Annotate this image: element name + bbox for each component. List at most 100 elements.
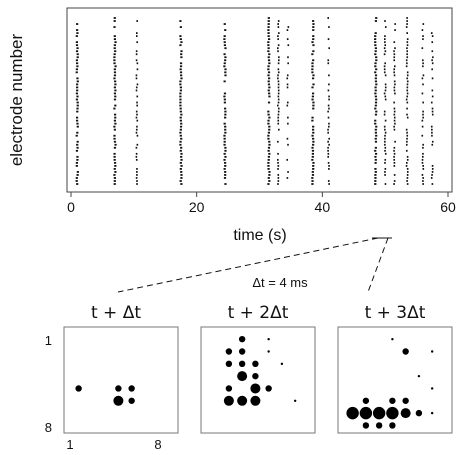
- raster-spike: [312, 74, 315, 77]
- raster-spike: [224, 68, 227, 71]
- raster-spike: [406, 131, 408, 134]
- raster-spike: [328, 168, 330, 170]
- raster-spike: [431, 50, 434, 53]
- raster-spike: [113, 56, 116, 59]
- raster-spike: [267, 29, 270, 31]
- raster-spike: [179, 35, 182, 38]
- raster-spike: [268, 174, 271, 176]
- raster-spike: [224, 149, 227, 152]
- raster-spike: [374, 128, 377, 131]
- raster-spike: [267, 122, 270, 125]
- raster-spike: [405, 59, 408, 62]
- raster-spike: [286, 77, 289, 80]
- raster-spike: [406, 183, 409, 185]
- raster-spike: [268, 77, 271, 80]
- raster-spike: [311, 53, 314, 56]
- raster-spike: [327, 146, 329, 149]
- raster-spike: [311, 68, 314, 71]
- raster-spike: [179, 143, 182, 146]
- raster-spike: [267, 80, 270, 83]
- raster-spike: [374, 71, 377, 74]
- electrode-activity-dot: [386, 406, 399, 420]
- raster-spike: [394, 140, 396, 143]
- raster-spike: [224, 74, 227, 77]
- raster-spike: [224, 164, 227, 167]
- raster-spike: [268, 152, 271, 155]
- raster-spike: [76, 65, 79, 68]
- raster-spike: [422, 183, 424, 185]
- raster-spike: [277, 140, 279, 143]
- raster-spike: [431, 134, 433, 137]
- electrode-activity-dot: [250, 383, 261, 394]
- raster-spike: [113, 62, 116, 65]
- raster-spike: [114, 80, 117, 83]
- raster-spike: [136, 68, 139, 71]
- raster-spike: [327, 128, 329, 131]
- raster-spike: [393, 53, 396, 56]
- raster-spike: [384, 137, 386, 140]
- raster-spike: [328, 143, 330, 146]
- electrode-activity-dot: [75, 385, 82, 392]
- raster-spike: [277, 26, 280, 28]
- raster-spike: [135, 35, 138, 38]
- raster-spike: [136, 171, 138, 173]
- raster-spike: [375, 68, 378, 71]
- raster-spike: [277, 80, 280, 83]
- raster-burst: [393, 23, 396, 185]
- raster-spike: [267, 44, 270, 47]
- raster-burst: [223, 23, 227, 185]
- raster-spike: [374, 50, 377, 53]
- raster-spike: [179, 131, 182, 134]
- raster-spike: [224, 110, 227, 113]
- raster-spike: [136, 125, 138, 128]
- raster-burst: [135, 20, 139, 185]
- raster-spike: [76, 104, 79, 107]
- electrode-activity-dot: [252, 360, 259, 368]
- raster-spike: [311, 134, 314, 137]
- raster-spike: [277, 98, 280, 101]
- raster-spike: [114, 113, 117, 116]
- raster-spike: [223, 41, 226, 44]
- raster-spike: [135, 77, 138, 80]
- raster-spike: [394, 29, 396, 31]
- raster-spike: [374, 131, 377, 134]
- raster-spike: [312, 83, 315, 86]
- raster-spike: [327, 89, 330, 92]
- raster-spike: [136, 20, 139, 22]
- raster-spike: [383, 53, 386, 56]
- raster-spike: [421, 125, 424, 128]
- raster-spike: [224, 146, 227, 149]
- raster-spike: [406, 23, 408, 25]
- raster-spike: [114, 89, 117, 92]
- raster-spike: [179, 128, 182, 131]
- raster-spike: [223, 152, 226, 155]
- raster-spike: [405, 143, 408, 146]
- electrode-activity-dot: [372, 406, 386, 420]
- electrode-activity-dot: [225, 360, 233, 368]
- raster-spike: [312, 101, 315, 104]
- raster-spike: [135, 89, 138, 92]
- electrode-activity-dot: [252, 372, 259, 380]
- raster-spike: [375, 83, 378, 86]
- raster-spike: [223, 137, 226, 140]
- raster-spike: [384, 158, 387, 161]
- raster-spike: [113, 152, 116, 155]
- raster-burst: [179, 20, 183, 185]
- raster-spike: [267, 155, 270, 158]
- raster-spike: [374, 41, 377, 44]
- zoom-callout: [117, 237, 392, 293]
- raster-spike: [406, 171, 409, 173]
- raster-spike: [312, 23, 315, 25]
- raster-spike: [75, 119, 79, 122]
- raster-spike: [422, 116, 424, 119]
- raster-spike: [327, 17, 330, 19]
- raster-spike: [180, 50, 183, 53]
- raster-spike: [180, 152, 183, 155]
- raster-spike: [267, 131, 271, 134]
- raster-spike: [76, 122, 79, 125]
- raster-spike: [406, 56, 409, 59]
- raster-spike: [287, 171, 289, 173]
- raster-spike: [224, 131, 227, 134]
- raster-spike: [114, 50, 117, 53]
- raster-spike: [75, 92, 79, 95]
